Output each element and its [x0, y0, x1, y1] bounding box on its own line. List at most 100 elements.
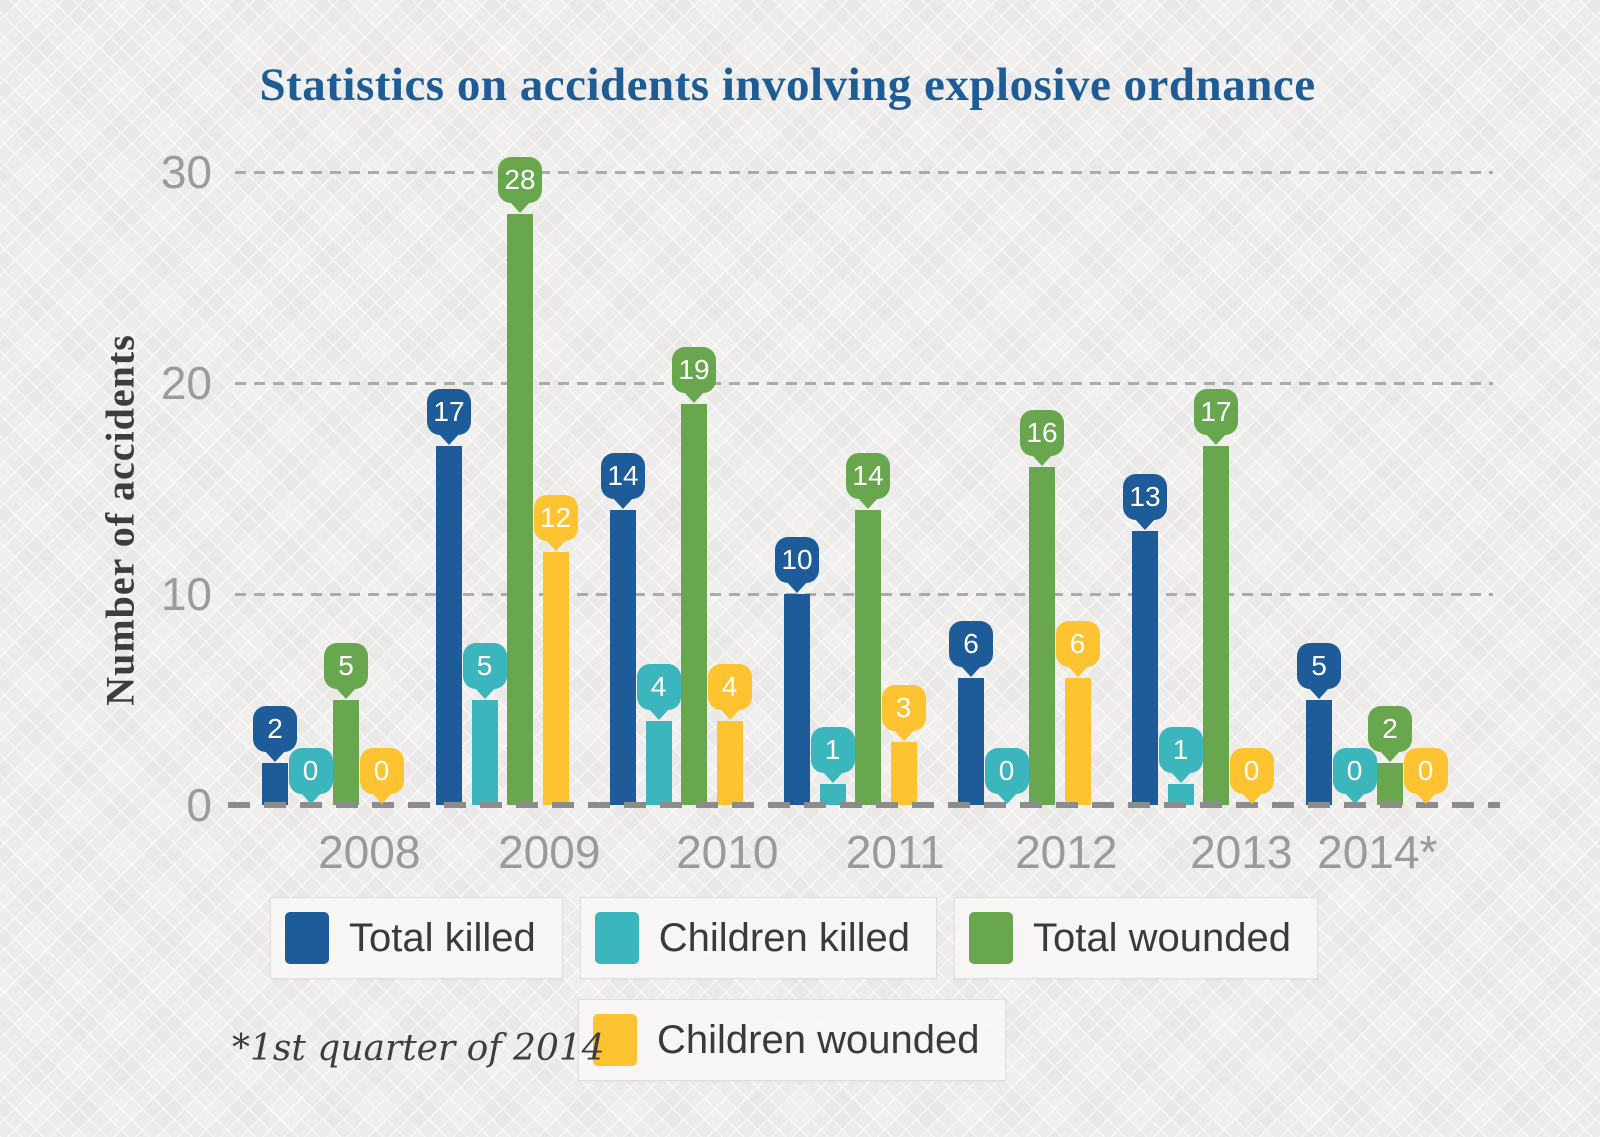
badge-pointer [1343, 792, 1366, 804]
badge-value: 0 [1243, 755, 1260, 786]
badge-value: 0 [1346, 755, 1363, 786]
bar-total-wounded-2011 [855, 509, 881, 805]
badge-pointer [299, 792, 322, 804]
badge-value: 6 [963, 628, 979, 660]
badge-value: 2 [267, 712, 283, 744]
x-label-2012: 2012 [1015, 826, 1118, 878]
value-badge-total-killed-2013: 13 [1123, 473, 1167, 530]
badge-value: 0 [373, 755, 390, 786]
badge-pointer [473, 686, 496, 699]
legend-label: Total wounded [1033, 916, 1291, 960]
badge-value: 28 [504, 164, 536, 196]
x-label-2014: 2014* [1317, 826, 1438, 878]
value-badge-children-killed-2013: 1 [1158, 726, 1203, 783]
badge-value: 4 [721, 670, 738, 702]
badge-pointer [857, 496, 879, 509]
x-label-2013: 2013 [1190, 826, 1293, 878]
value-badge-total-killed-2008: 2 [253, 705, 297, 762]
bar-children-wounded-2012 [1064, 678, 1091, 805]
badge-value: 14 [607, 459, 639, 491]
badge-pointer [612, 496, 634, 509]
badge-pointer [1205, 433, 1227, 446]
bar-children-killed-2009 [471, 699, 498, 805]
badge-value: 1 [824, 733, 841, 765]
bar-children-wounded-2009 [542, 551, 569, 805]
badge-pointer [335, 686, 357, 699]
value-badge-children-wounded-2008: 0 [359, 748, 404, 804]
badge-pointer [786, 581, 808, 593]
value-badge-total-killed-2014: 5 [1297, 642, 1341, 699]
badge-pointer [438, 433, 460, 446]
badge-pointer [1066, 665, 1089, 678]
badge-value: 14 [852, 459, 884, 491]
legend-item-total-killed: Total killed [270, 897, 563, 979]
bar-total-killed-2010 [610, 509, 636, 805]
badge-pointer [1031, 454, 1053, 467]
legend-swatch-total-killed [285, 912, 329, 964]
y-tick-label-10: 10 [160, 568, 212, 620]
legend-row-2: Children wounded [578, 999, 1023, 1081]
x-axis-baseline [228, 802, 1500, 808]
chart-title: Statistics on accidents involving explos… [259, 59, 1316, 111]
legend-swatch-total-wounded [969, 912, 1013, 964]
badge-value: 12 [539, 501, 572, 533]
gridline-30 [235, 171, 1493, 174]
legend-swatch-children-killed [594, 912, 639, 964]
bar-total-wounded-2008 [333, 699, 359, 805]
value-badge-total-wounded-2008: 5 [324, 642, 368, 699]
badge-value: 16 [1026, 417, 1058, 449]
badge-value: 4 [650, 670, 667, 702]
value-badge-total-wounded-2013: 17 [1194, 389, 1238, 446]
badge-pointer [544, 538, 567, 551]
legend-label: Children killed [658, 916, 910, 960]
value-badge-children-wounded-2014: 0 [1403, 748, 1448, 804]
legend-item-total-wounded: Total wounded [954, 897, 1318, 979]
legend-label: Children wounded [657, 1018, 980, 1062]
badge-pointer [1414, 792, 1437, 804]
value-badge-total-killed-2011: 10 [775, 537, 819, 593]
bar-total-killed-2012 [958, 678, 984, 805]
badge-value: 17 [1200, 396, 1232, 428]
badge-pointer [509, 201, 531, 214]
bar-children-wounded-2010 [716, 720, 743, 805]
badge-pointer [960, 665, 982, 678]
bar-children-killed-2011 [819, 783, 846, 805]
badge-value: 0 [998, 755, 1015, 786]
bar-total-wounded-2012 [1029, 467, 1055, 805]
badge-value: 17 [433, 396, 465, 428]
x-label-2010: 2010 [676, 826, 779, 878]
badge-value: 6 [1069, 628, 1086, 660]
badge-value: 13 [1129, 480, 1161, 512]
value-badge-total-wounded-2014: 2 [1368, 705, 1412, 762]
x-label-2011: 2011 [845, 826, 945, 878]
badge-pointer [1379, 749, 1401, 762]
bar-children-wounded-2011 [890, 741, 917, 805]
legend-item-children-wounded: Children wounded [578, 999, 1007, 1081]
value-badge-children-killed-2014: 0 [1332, 748, 1377, 804]
badge-pointer [718, 707, 741, 720]
y-tick-label-30: 30 [160, 146, 212, 198]
badge-value: 1 [1172, 733, 1189, 765]
bar-children-killed-2013 [1167, 783, 1194, 805]
y-tick-label-0: 0 [186, 779, 212, 831]
badge-value: 5 [476, 649, 493, 681]
bar-total-killed-2013 [1132, 530, 1158, 805]
badge-pointer [821, 770, 844, 783]
bar-total-killed-2011 [784, 594, 810, 805]
badge-pointer [892, 728, 915, 741]
badge-value: 5 [1311, 649, 1327, 681]
badge-pointer [647, 707, 670, 720]
badge-pointer [370, 792, 393, 804]
value-badge-total-wounded-2011: 14 [846, 452, 890, 509]
badge-value: 19 [678, 354, 710, 386]
value-badge-children-wounded-2010: 4 [707, 663, 752, 720]
badge-pointer [683, 391, 705, 404]
value-badge-total-killed-2009: 17 [427, 389, 471, 446]
bar-total-wounded-2010 [681, 404, 707, 805]
value-badge-children-wounded-2013: 0 [1229, 748, 1274, 804]
value-badge-children-wounded-2009: 12 [533, 494, 578, 551]
badge-pointer [1308, 686, 1330, 699]
value-badge-children-killed-2012: 0 [984, 748, 1029, 804]
badge-pointer [264, 749, 286, 762]
